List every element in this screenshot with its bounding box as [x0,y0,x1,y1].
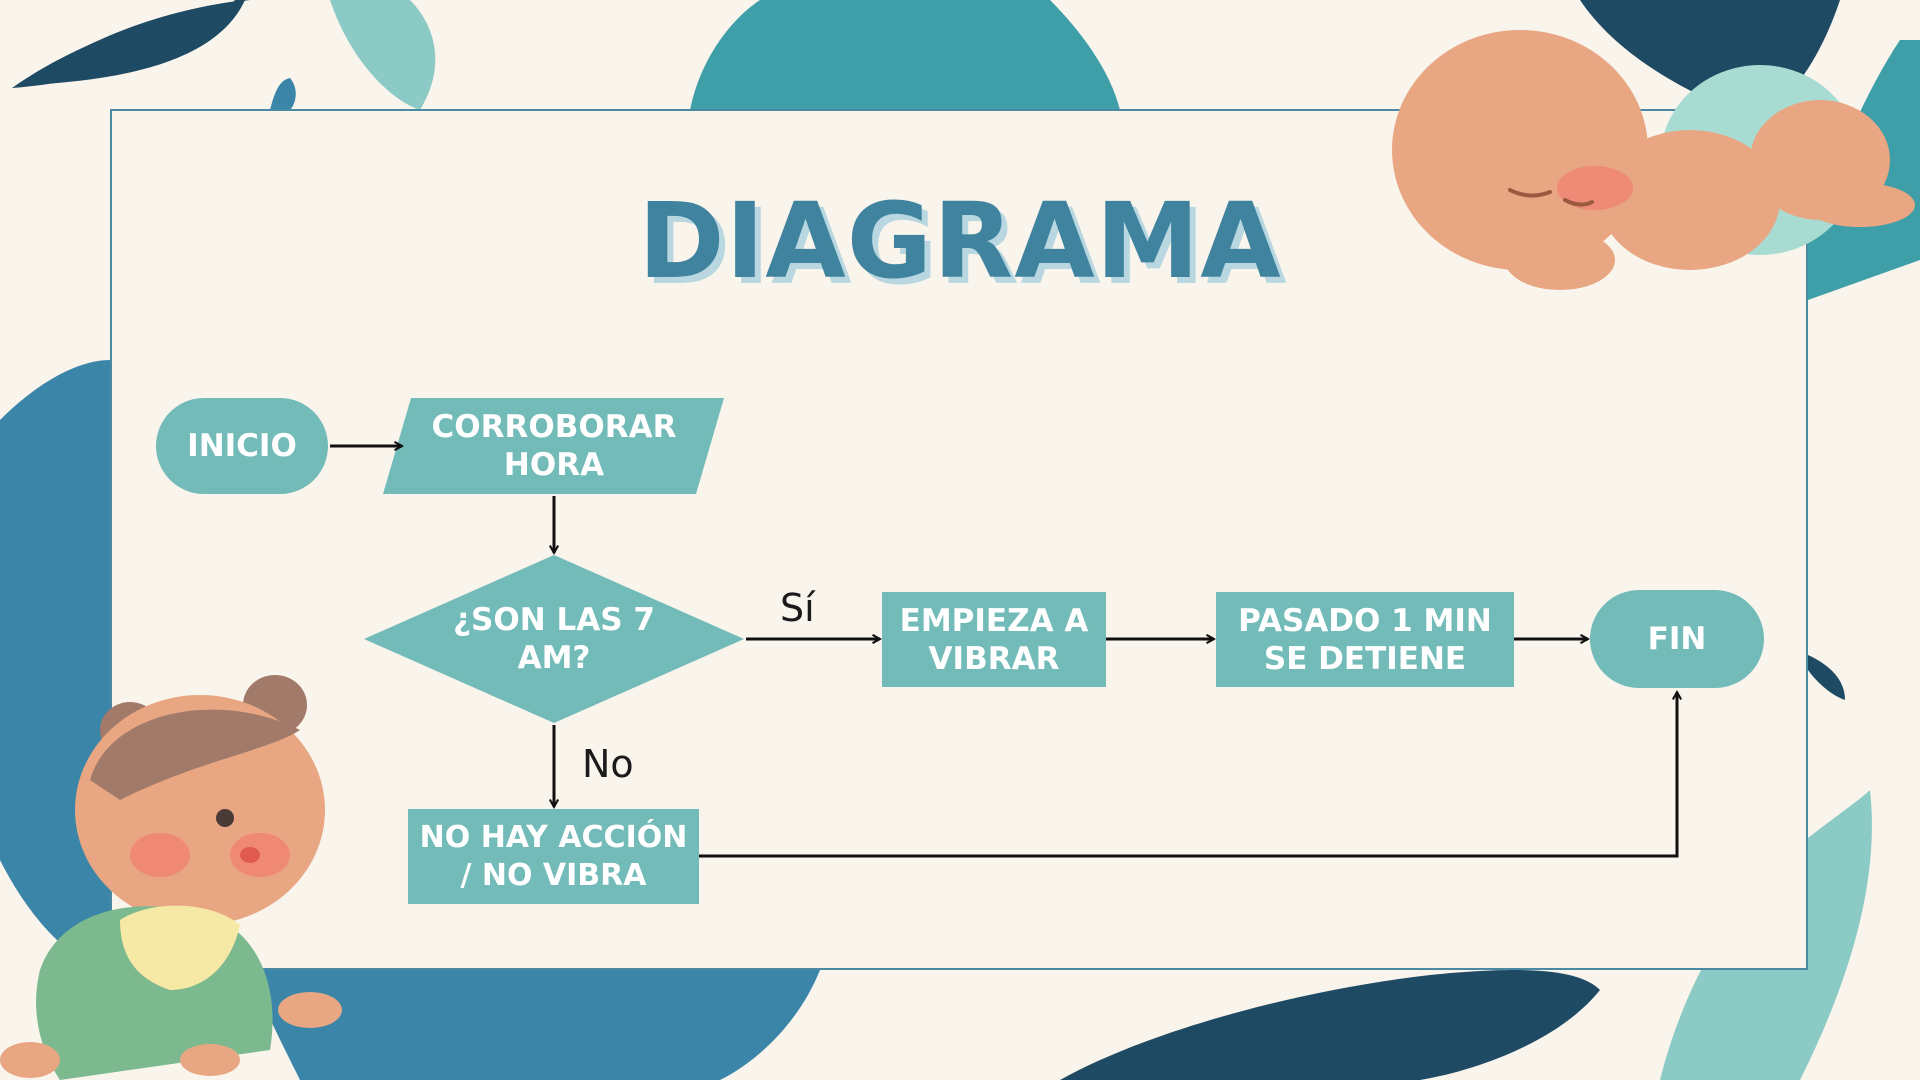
node-no-accion-shape [408,809,699,904]
node-vibrar-label: EMPIEZA A VIBRAR [899,602,1089,677]
slide-title: DIAGRAMA [638,180,1282,302]
edge-no-accion-fin [699,692,1677,858]
node-fin-label: FIN [1647,621,1707,657]
leaf-top-teal [690,0,1120,110]
leaf-top-center-small [270,78,296,110]
leaf-bottom-blue [250,970,820,1080]
node-decision-label: ¿SON LAS 7 AM? [453,602,655,676]
node-detiene-label: PASADO 1 MIN SE DETIENE [1238,602,1492,677]
crawling-baby-illustration [0,675,342,1080]
node-no-accion-label: NO HAY ACCIÓN / NO VIBRA [419,819,688,893]
leaf-right-dark-small [1808,655,1845,700]
node-corroborar-shape [383,398,724,494]
node-inicio-shape [156,398,328,494]
node-decision-shape [364,555,744,723]
leaf-top-center-light [330,0,436,110]
node-inicio-label: INICIO [187,428,297,464]
node-fin-shape [1590,590,1764,688]
edge-label-si: Sí [780,586,815,630]
node-corroborar-label: CORROBORAR HORA [431,409,677,483]
leaf-bottom-dark [1060,970,1600,1080]
node-vibrar-shape [882,592,1106,687]
leaf-top-left-2 [25,0,245,85]
node-detiene-shape [1216,592,1514,687]
edge-label-no: No [582,742,634,786]
sleeping-baby-illustration [1392,30,1915,290]
